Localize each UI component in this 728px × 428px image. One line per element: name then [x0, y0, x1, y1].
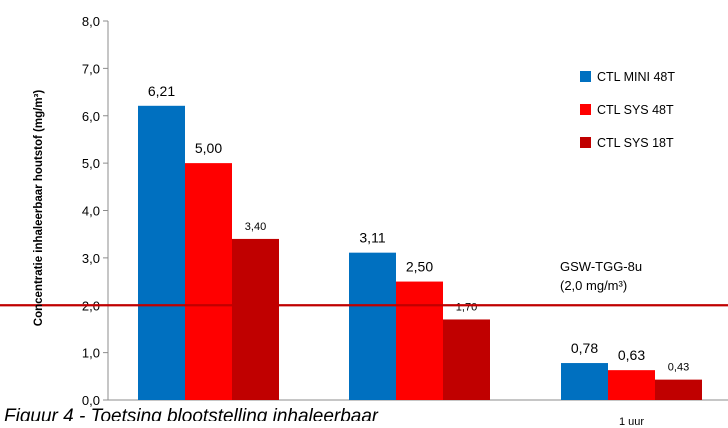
legend: CTL MINI 48T CTL SYS 48T CTL SYS 18T [580, 70, 675, 150]
data-label: 0,43 [668, 362, 689, 374]
y-tick-label: 4,0 [82, 204, 100, 219]
bars: 6,21 3,11 0,78 5,00 2,50 0,63 3,40 1,70 0,43 1 uu… [138, 83, 702, 428]
y-axis-label: Concentratie inhaleerbaar houtstof (mg/m… [33, 90, 45, 327]
data-label: 6,21 [148, 83, 175, 99]
data-label: 0,78 [571, 340, 598, 356]
bar [396, 281, 443, 400]
data-label: 0,63 [618, 347, 645, 363]
legend-swatch [580, 104, 591, 115]
bar [138, 105, 185, 401]
y-tick-label: 6,0 [82, 109, 100, 124]
y-tick-label: 1,0 [82, 346, 100, 361]
reference-line-group: GSW-TGG-8u (2,0 mg/m³) [0, 259, 728, 307]
y-tick-label: 8,0 [82, 14, 100, 29]
y-tick-label: 3,0 [82, 251, 100, 266]
bar [232, 238, 279, 400]
reference-line-value: (2,0 mg/m³) [560, 278, 627, 293]
bar [443, 319, 490, 400]
reference-line-label: GSW-TGG-8u [560, 259, 642, 274]
figure-caption: Figuur 4 - Toetsing blootstelling inhale… [4, 406, 379, 427]
data-label: 5,00 [195, 140, 222, 156]
bar [561, 363, 608, 400]
bar [655, 379, 702, 400]
bar [608, 370, 655, 400]
y-tick-label: 0,0 [82, 393, 100, 408]
data-label: 2,50 [406, 259, 433, 275]
data-label: 1,70 [456, 301, 477, 313]
data-label: 3,11 [359, 230, 385, 246]
x-category-label: 1 uur [619, 416, 644, 428]
data-label: 3,40 [245, 221, 266, 233]
legend-label: CTL MINI 48T [597, 70, 675, 84]
legend-swatch [580, 71, 591, 82]
legend-swatch [580, 137, 591, 148]
bar [349, 252, 396, 400]
bar [185, 163, 232, 400]
legend-label: CTL SYS 18T [597, 136, 674, 150]
y-tick-label: 7,0 [82, 61, 100, 76]
legend-label: CTL SYS 48T [597, 103, 674, 117]
y-tick-label: 5,0 [82, 156, 100, 171]
